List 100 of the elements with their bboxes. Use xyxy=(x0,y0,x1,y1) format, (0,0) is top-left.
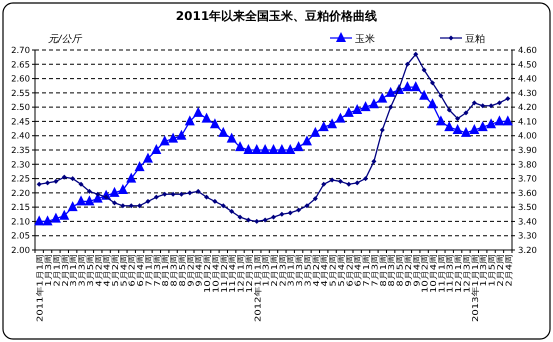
x-tick-label: 10月2周 xyxy=(202,254,213,293)
point xyxy=(145,198,150,204)
point xyxy=(210,118,220,128)
x-tick-label: 2011年1月1周 xyxy=(36,254,46,322)
point xyxy=(288,210,293,216)
point xyxy=(327,118,338,128)
point xyxy=(50,212,61,223)
x-tick-label: 12月3周 xyxy=(462,254,472,293)
point xyxy=(134,161,145,172)
x-tick-label: 8月5周 xyxy=(178,254,188,287)
x-tick-label: 11月2周 xyxy=(220,254,230,293)
point xyxy=(112,200,117,206)
y2-tick-label: 4.40 xyxy=(518,74,537,85)
point xyxy=(262,218,268,222)
point xyxy=(151,144,162,154)
point xyxy=(204,194,210,200)
point xyxy=(346,182,352,187)
point xyxy=(78,182,84,187)
y-tick-label: 2.65 xyxy=(11,60,30,70)
point xyxy=(478,121,488,132)
point xyxy=(137,203,142,208)
point xyxy=(430,80,435,86)
point xyxy=(59,210,70,220)
y2-tick-label: 3.40 xyxy=(518,217,537,228)
point xyxy=(246,218,251,222)
point xyxy=(302,135,312,146)
y2-tick-label: 4.20 xyxy=(518,103,537,114)
x-tick-label: 8月1周 xyxy=(378,254,388,287)
point xyxy=(460,126,471,137)
point xyxy=(128,203,134,208)
x-tick-label: 10月2周 xyxy=(420,254,430,293)
y-tick-label: 2.50 xyxy=(11,103,30,114)
point xyxy=(436,115,446,126)
x-tick-label: 9月2周 xyxy=(404,254,414,287)
point xyxy=(36,182,42,187)
y2-tick-label: 3.30 xyxy=(518,232,537,242)
y2-tick-label: 3.50 xyxy=(518,203,537,214)
point xyxy=(142,152,153,163)
x-tick-label: 10月4周 xyxy=(211,254,222,293)
y-tick-label: 2.30 xyxy=(11,160,30,170)
x-tick-label: 11月4周 xyxy=(228,254,238,293)
point xyxy=(496,100,502,106)
x-tick-label: 2月1周 xyxy=(270,254,280,287)
x-tick-label: 2月3周 xyxy=(60,254,70,287)
point xyxy=(229,208,234,214)
point xyxy=(444,121,454,132)
point xyxy=(218,126,228,137)
y-tick-label: 2.00 xyxy=(11,246,30,256)
y2-tick-label: 3.80 xyxy=(518,160,537,170)
point xyxy=(95,192,100,197)
point xyxy=(45,180,50,186)
y2-tick-label: 3.60 xyxy=(518,188,537,199)
point xyxy=(413,52,418,57)
y-tick-label: 2.10 xyxy=(11,217,30,228)
point xyxy=(184,115,195,126)
x-tick-label: 3月1周 xyxy=(286,254,296,287)
point xyxy=(76,195,86,206)
x-tick-label: 8月3周 xyxy=(387,254,397,287)
point xyxy=(352,104,362,114)
point xyxy=(154,194,159,200)
x-tick-label: 5月2周 xyxy=(328,254,338,287)
y2-tick-label: 4.30 xyxy=(518,88,537,99)
point xyxy=(321,182,326,187)
x-tick-label: 4月2周 xyxy=(312,254,322,287)
point xyxy=(84,195,94,206)
y-tick-label: 2.15 xyxy=(11,203,30,214)
x-tick-label: 5月4周 xyxy=(119,254,130,287)
y2-tick-label: 4.00 xyxy=(518,132,537,142)
point xyxy=(160,135,170,146)
point xyxy=(452,124,463,134)
point xyxy=(187,190,192,196)
x-tick-label: 1月3周 xyxy=(262,254,272,287)
x-tick-label: 6月4周 xyxy=(354,254,364,287)
point xyxy=(419,90,430,100)
y-tick-label: 2.60 xyxy=(11,74,30,85)
point xyxy=(252,144,262,154)
point xyxy=(268,144,278,154)
x-tick-label: 12月3周 xyxy=(244,254,255,293)
x-tick-label: 9月4周 xyxy=(412,254,422,287)
point xyxy=(388,104,394,110)
point xyxy=(428,98,438,108)
point xyxy=(344,106,354,117)
x-tick-label: 11月1周 xyxy=(437,254,448,293)
x-tick-label: 11月3周 xyxy=(446,254,456,293)
y-tick-label: 2.55 xyxy=(11,88,30,99)
point xyxy=(238,214,243,220)
point xyxy=(178,192,184,197)
chart-title: 2011年以来全国玉米、豆粕价格曲线 xyxy=(176,9,378,23)
x-tick-label: 8月3周 xyxy=(170,254,180,287)
point xyxy=(285,144,296,154)
point xyxy=(271,214,276,220)
point xyxy=(62,174,67,180)
point xyxy=(330,178,335,182)
x-tick-label: 3月5周 xyxy=(303,254,314,287)
x-tick-label: 12月1周 xyxy=(454,254,464,293)
point xyxy=(486,118,496,128)
point xyxy=(480,103,486,108)
x-tick-label: 3月3周 xyxy=(77,254,88,287)
point xyxy=(371,158,376,164)
point xyxy=(168,132,178,143)
